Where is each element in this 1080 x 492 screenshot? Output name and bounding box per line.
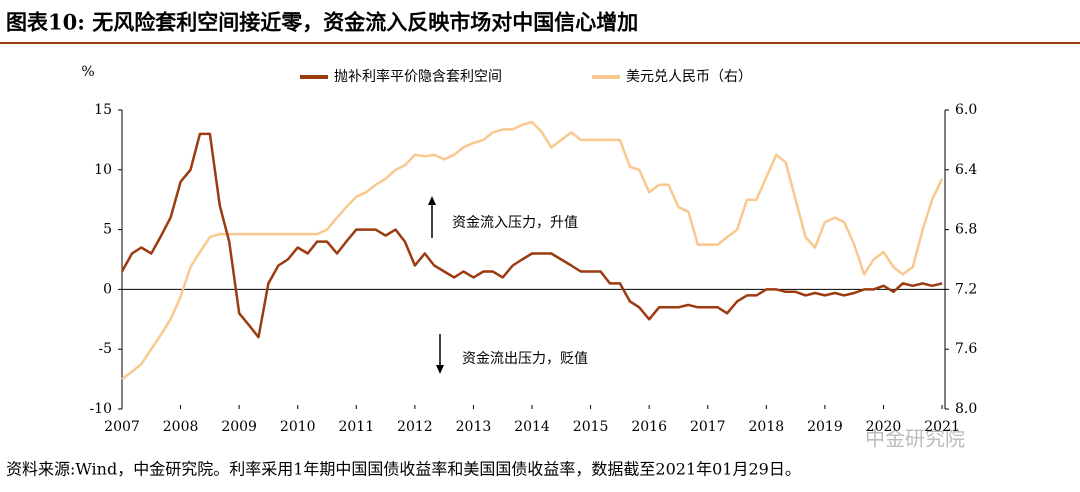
chart-title: 图表10: 无风险套利空间接近零，资金流入反映市场对中国信心增加: [6, 10, 638, 35]
x-tick-label: 2008: [163, 419, 199, 435]
down-arrowhead: [436, 365, 444, 374]
x-tick-label: 2017: [690, 419, 726, 435]
x-tick-label: 2009: [221, 419, 257, 435]
annotation: 资金流出压力，贬值: [462, 351, 588, 367]
y2-tick-label: 7.6: [955, 341, 977, 357]
y-tick-label: -10: [89, 401, 112, 417]
up-arrowhead: [428, 196, 436, 205]
x-tick-label: 2010: [280, 419, 316, 435]
x-tick-label: 2013: [456, 419, 492, 435]
watermark: 中金研究院: [865, 427, 965, 451]
y2-tick-label: 7.2: [955, 281, 977, 297]
x-tick-label: 2012: [397, 419, 433, 435]
x-tick-label: 2011: [338, 419, 374, 435]
y2-tick-label: 6.0: [955, 102, 977, 118]
y2-tick-label: 8.0: [955, 401, 977, 417]
x-tick-label: 2016: [631, 419, 667, 435]
y-tick-label: 15: [94, 102, 112, 118]
y-tick-label: 5: [103, 222, 112, 238]
y2-tick-label: 6.8: [955, 222, 977, 238]
series-line: [121, 120, 944, 381]
x-tick-label: 2014: [514, 419, 550, 435]
x-tick-label: 2007: [104, 419, 140, 435]
y-unit: %: [81, 64, 94, 80]
annotation: 资金流入压力，升值: [452, 215, 578, 231]
x-tick-label: 2020: [866, 419, 902, 435]
legend-label: 抛补利率平价隐含套利空间: [334, 68, 502, 85]
legend-label: 美元兑人民币（右）: [626, 69, 752, 85]
series-line: [120, 132, 943, 339]
x-tick-label: 2018: [749, 419, 785, 435]
source-note: 资料来源:Wind，中金研究院。利率采用1年期中国国债收益率和美国国债收益率，数…: [6, 460, 801, 479]
x-tick-label: 2019: [807, 419, 843, 435]
x-tick-label: 2015: [573, 419, 609, 435]
y-tick-label: 10: [94, 162, 112, 178]
y-tick-label: 0: [103, 281, 112, 297]
y2-tick-label: 6.4: [955, 162, 977, 178]
x-tick-label: 2021: [924, 419, 960, 435]
y-tick-label: -5: [98, 341, 112, 357]
